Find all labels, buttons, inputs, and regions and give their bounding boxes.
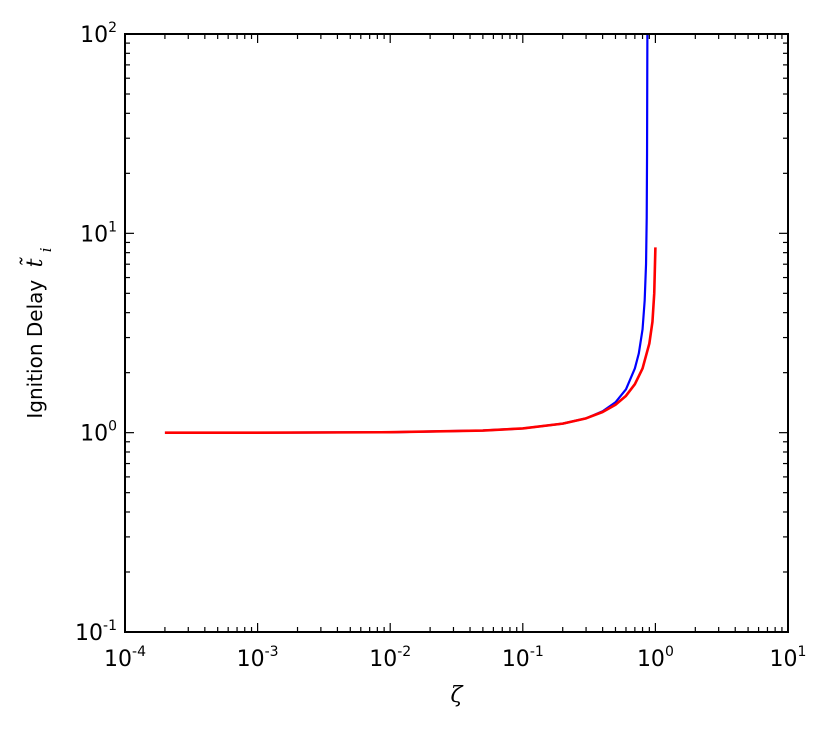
y-tick-label: 101 <box>80 219 117 247</box>
x-tick-label: 10-4 <box>104 644 146 672</box>
svg-text:Ignition Delay t̃: Ignition Delay t̃ i <box>18 247 55 418</box>
series-line-2 <box>164 247 657 434</box>
series-line-1 <box>164 33 649 434</box>
y-tick-label: 102 <box>80 20 117 48</box>
x-tick-label: 100 <box>637 644 674 672</box>
y-axis-label: Ignition Delay t̃ i <box>18 247 55 418</box>
x-tick-label: 101 <box>770 644 807 672</box>
y-axis-label-text: Ignition Delay <box>23 280 47 419</box>
plot-frame <box>124 33 789 633</box>
x-tick-label: 10-2 <box>369 644 411 672</box>
ticks-layer <box>124 33 789 633</box>
y-axis-label-symbol: t̃ <box>18 257 48 268</box>
tick-labels: 10-4 10-3 10-2 10-1 100 101 10-1 100 101 102 <box>75 20 806 672</box>
series-layer <box>164 33 657 434</box>
y-tick-label: 100 <box>80 419 117 447</box>
x-axis-label: ζ <box>451 683 465 708</box>
x-tick-label: 10-3 <box>237 644 279 672</box>
y-tick-label: 10-1 <box>75 618 117 646</box>
y-axis-label-subscript: i <box>37 247 55 252</box>
x-tick-label: 10-1 <box>502 644 544 672</box>
